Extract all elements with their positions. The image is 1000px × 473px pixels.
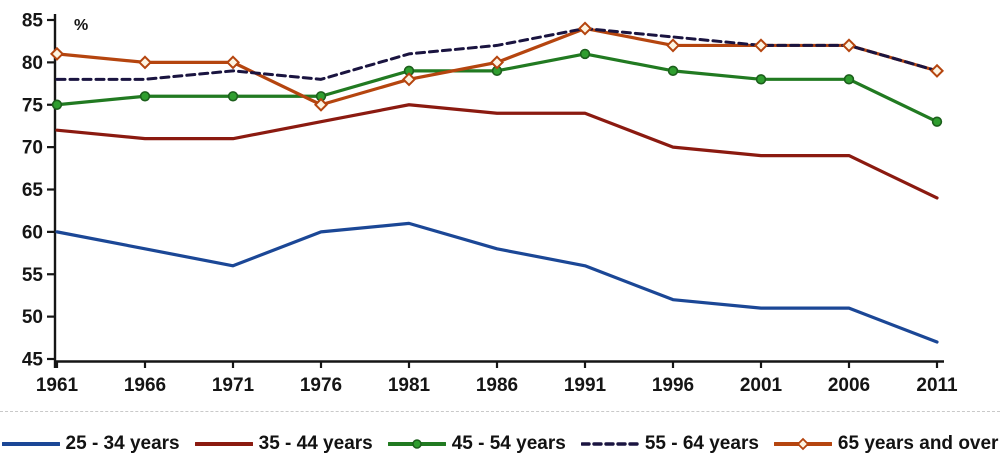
diamond-marker xyxy=(665,38,681,53)
legend-item-25-34-years: 25 - 34 years xyxy=(1,432,180,455)
series-markers-45-54-years xyxy=(51,48,943,127)
chart-legend: 25 - 34 years 35 - 44 years 45 - 54 years 5… xyxy=(0,411,1000,473)
dot-marker xyxy=(931,116,943,127)
y-tick-label: 50 xyxy=(22,307,43,328)
diamond-marker xyxy=(313,97,329,112)
y-tick-label: 45 xyxy=(22,350,44,371)
dot-marker xyxy=(139,91,151,102)
y-tick-label: 60 xyxy=(22,222,43,243)
series-line-55-64-years xyxy=(55,26,939,81)
diamond-marker xyxy=(841,38,857,53)
diamond-marker xyxy=(929,63,945,78)
diamond-marker xyxy=(577,21,593,36)
legend-item-65-years-and-over: 65 years and over xyxy=(773,432,999,455)
x-tick-label: 2001 xyxy=(740,375,783,396)
y-tick-label: 65 xyxy=(22,180,44,201)
diamond-marker xyxy=(489,55,505,70)
legend-label: 35 - 44 years xyxy=(258,432,373,454)
y-axis-unit-label: % xyxy=(74,17,88,34)
legend-label: 25 - 34 years xyxy=(65,432,180,454)
x-tick-label: 2006 xyxy=(828,375,870,396)
y-tick-label: 85 xyxy=(22,11,44,32)
series-markers-65-years-and-over xyxy=(49,21,945,112)
legend-line-sample-65-years-and-over xyxy=(773,437,832,450)
y-tick-label: 70 xyxy=(22,138,43,159)
x-tick-label: 1966 xyxy=(124,375,166,396)
legend-label: 45 - 54 years xyxy=(451,432,566,454)
dot-marker xyxy=(51,99,63,110)
y-tick-label: 75 xyxy=(22,95,44,116)
legend-line-sample-55-64-years xyxy=(580,441,639,446)
legend-label: 65 years and over xyxy=(837,432,999,454)
dot-marker xyxy=(667,65,679,77)
diamond-marker xyxy=(401,72,417,87)
diamond-marker xyxy=(49,46,65,61)
diamond-marker xyxy=(796,437,810,450)
legend-label: 55 - 64 years xyxy=(644,432,759,454)
diamond-marker xyxy=(225,55,241,70)
x-tick-label: 1986 xyxy=(476,375,518,396)
dot-marker xyxy=(227,91,239,102)
diamond-marker xyxy=(137,55,153,70)
legend-line-sample-25-34-years xyxy=(1,441,60,446)
axes: 45 50 55 60 65 70 75 80 85 1961 1966 1971 1976 1981 19… xyxy=(22,11,958,397)
x-tick-label: 1971 xyxy=(212,375,255,396)
x-tick-label: 1981 xyxy=(388,375,431,396)
legend-item-45-54-years: 45 - 54 years xyxy=(387,432,566,455)
dot-marker xyxy=(579,48,591,60)
x-tick-label: 1961 xyxy=(36,375,79,396)
chart-canvas: 45 50 55 60 65 70 75 80 85 1961 1966 1971 1976 1981 19… xyxy=(22,11,958,397)
dot-marker xyxy=(411,438,422,449)
x-tick-label: 1976 xyxy=(300,375,342,396)
dot-marker xyxy=(843,74,855,85)
legend-item-55-64-years: 55 - 64 years xyxy=(580,432,759,455)
legend-item-35-44-years: 35 - 44 years xyxy=(194,432,373,455)
x-tick-label: 1996 xyxy=(652,375,694,396)
y-tick-label: 55 xyxy=(22,265,44,286)
legend-line-sample-45-54-years xyxy=(387,438,446,449)
dot-marker xyxy=(755,74,767,85)
y-tick-label: 80 xyxy=(22,53,43,74)
x-tick-label: 1991 xyxy=(564,375,607,396)
series-line-25-34-years xyxy=(55,221,939,344)
legend-line-sample-35-44-years xyxy=(194,441,253,446)
x-tick-label: 2011 xyxy=(916,375,958,396)
series-line-35-44-years xyxy=(55,103,939,200)
diamond-marker xyxy=(753,38,769,53)
